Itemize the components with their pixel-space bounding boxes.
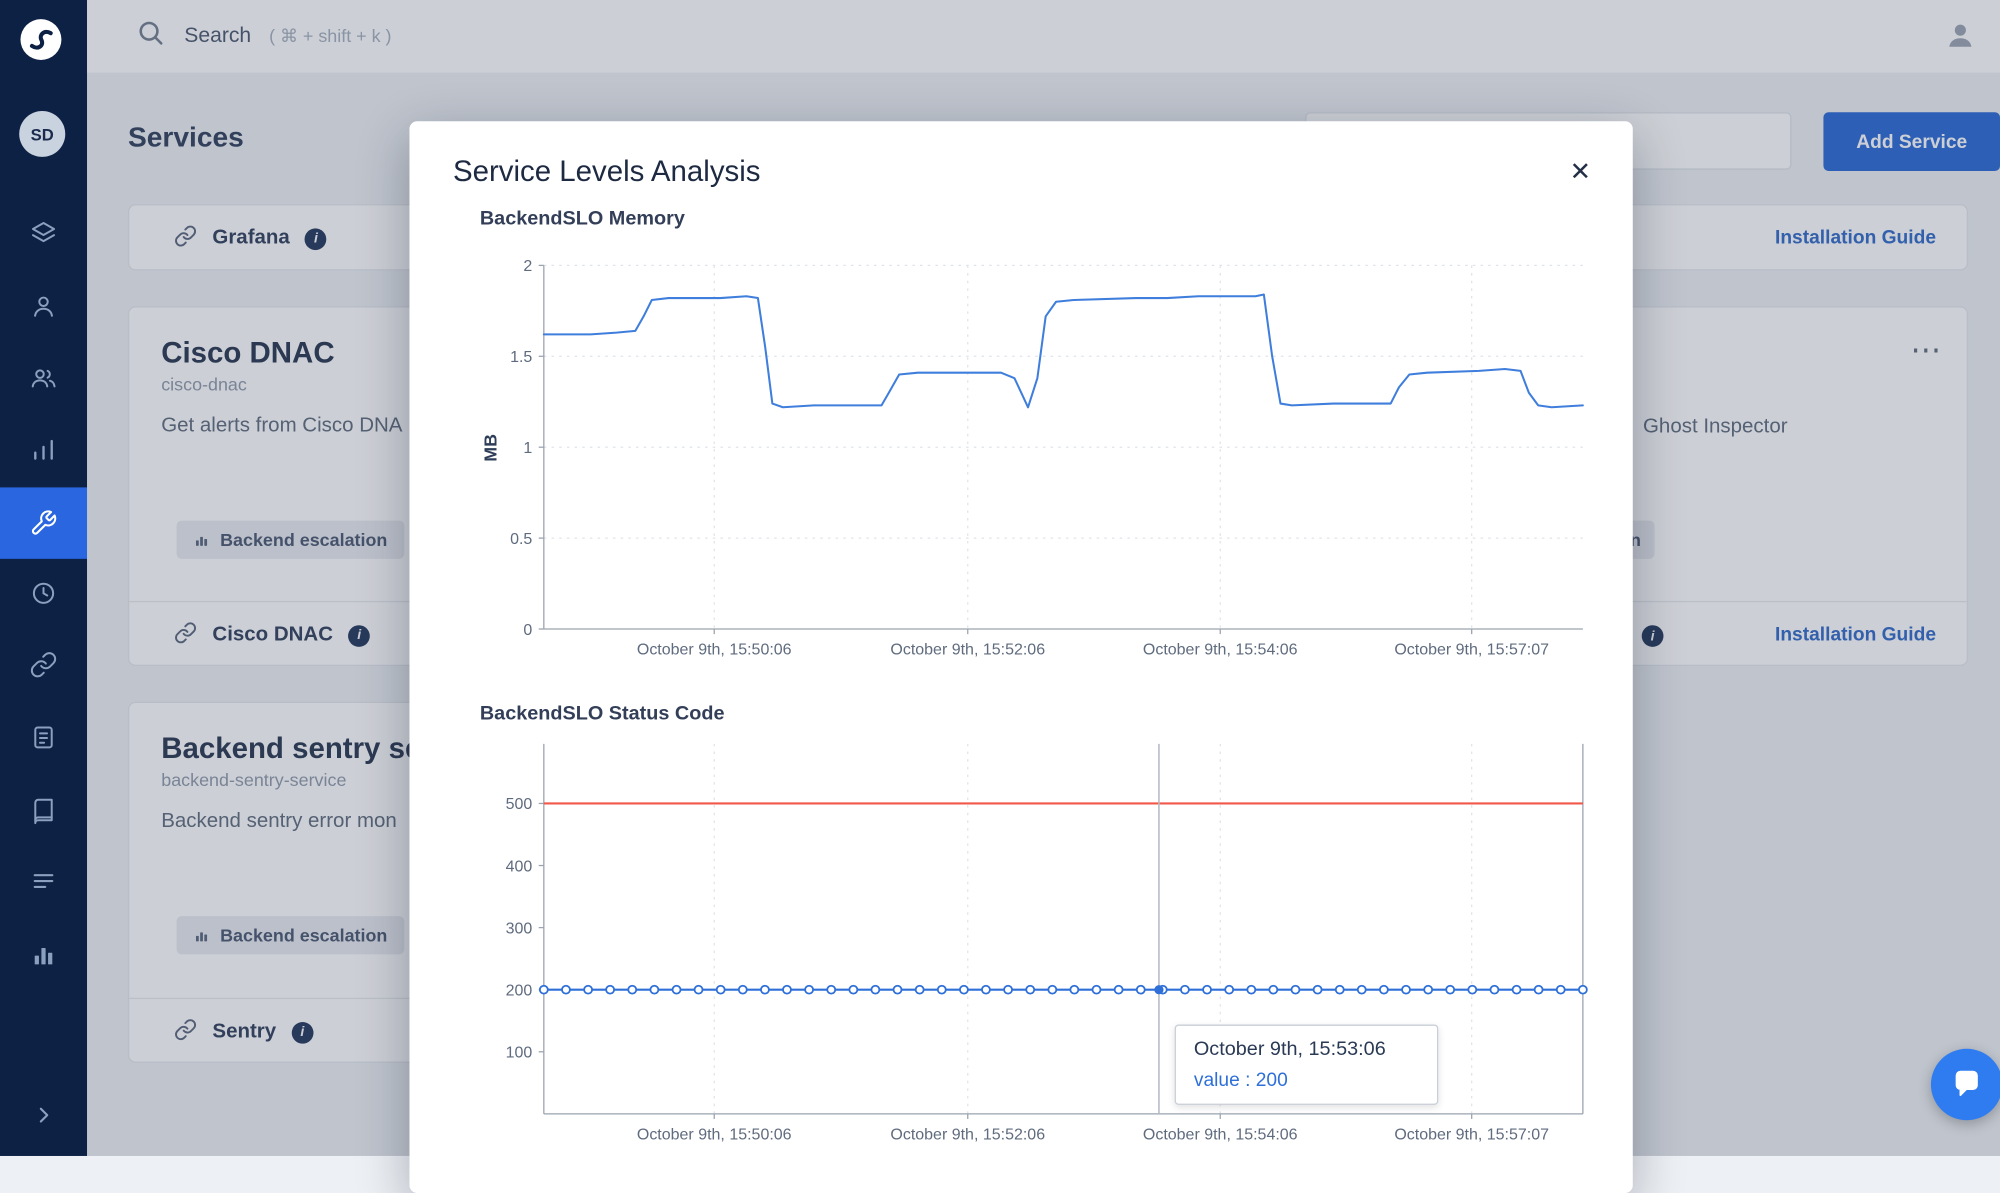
book-icon <box>34 798 53 825</box>
installation-guide-link[interactable]: Installation Guide <box>1774 623 1937 646</box>
svg-text:300: 300 <box>506 920 533 937</box>
status-chart-title: BackendSLO Status Code <box>479 703 725 725</box>
sidebar-collapse-toggle[interactable] <box>0 1085 87 1146</box>
close-icon[interactable]: ✕ <box>1561 152 1599 190</box>
svg-text:1.5: 1.5 <box>510 349 532 366</box>
signal-bars-icon <box>34 439 53 460</box>
list-icon <box>33 874 54 888</box>
escalation-icon <box>195 536 208 546</box>
integration-link-icon <box>174 1018 197 1047</box>
sidebar-item-services[interactable] <box>0 487 88 559</box>
svg-text:MB: MB <box>480 434 500 462</box>
sidebar-item-profile[interactable] <box>0 276 87 337</box>
escalation-tag[interactable]: Backend escalation <box>176 520 405 559</box>
sidebar: SD <box>0 0 88 1156</box>
svg-text:0.5: 0.5 <box>510 531 532 548</box>
squadcast-logo[interactable] <box>18 17 64 69</box>
svg-text:October 9th, 15:50:06: October 9th, 15:50:06 <box>637 642 792 659</box>
info-icon[interactable] <box>305 227 327 250</box>
sidebar-item-statuspage[interactable] <box>0 707 87 768</box>
integration-row: Grafana <box>129 205 965 271</box>
link-icon <box>30 652 57 678</box>
top-bar: Search ( ⌘ + shift + k ) <box>87 0 2000 73</box>
clock-icon <box>32 582 55 604</box>
kebab-menu-icon[interactable]: ⋯ <box>1910 333 1944 368</box>
status-code-chart[interactable]: October 9th, 15:50:06 October 9th, 15:52:… <box>480 731 1606 1158</box>
service-description: Get alerts from Cisco DNA <box>161 414 403 437</box>
add-service-button[interactable]: Add Service <box>1823 112 2000 171</box>
sidebar-item-teams[interactable] <box>0 347 87 408</box>
chart-tooltip: October 9th, 15:53:06 value : 200 <box>1174 1024 1439 1105</box>
svg-text:200: 200 <box>506 982 533 999</box>
svg-text:October 9th, 15:52:06: October 9th, 15:52:06 <box>890 642 1045 659</box>
sidebar-item-postmortems[interactable] <box>0 851 87 912</box>
tag-label: Backend escalation <box>220 529 388 550</box>
service-title: Cisco DNAC <box>161 335 335 369</box>
svg-text:500: 500 <box>506 796 533 813</box>
search-shortcut: ( ⌘ + shift + k ) <box>269 25 392 46</box>
memory-chart[interactable]: October 9th, 15:50:06 October 9th, 15:52:… <box>480 233 1606 660</box>
sidebar-item-squads[interactable] <box>0 203 87 264</box>
escalation-tag[interactable]: Backend escalation <box>176 916 405 955</box>
tooltip-timestamp: October 9th, 15:53:06 <box>1193 1038 1386 1061</box>
wrench-icon <box>31 510 57 535</box>
info-icon[interactable] <box>348 624 371 647</box>
tooltip-value: value : 200 <box>1193 1069 1288 1091</box>
service-levels-modal: Service Levels Analysis ✕ BackendSLO Mem… <box>409 121 1633 1193</box>
info-icon[interactable] <box>291 1021 314 1044</box>
integration-link-icon <box>174 224 197 253</box>
sidebar-item-escalation[interactable] <box>0 420 87 481</box>
svg-text:0: 0 <box>523 622 532 639</box>
user-icon[interactable] <box>1944 19 1977 59</box>
search-label: Search <box>184 24 252 48</box>
memory-chart-title: BackendSLO Memory <box>479 207 685 230</box>
svg-text:100: 100 <box>506 1045 533 1062</box>
svg-text:October 9th, 15:52:06: October 9th, 15:52:06 <box>890 1126 1045 1143</box>
layers-icon <box>31 221 56 243</box>
chat-launcher-button[interactable] <box>1930 1048 2000 1121</box>
info-icon[interactable] <box>1641 625 1664 647</box>
service-title: Backend sentry se <box>161 731 422 765</box>
chevron-right-icon <box>39 1107 49 1123</box>
integration-name: Sentry <box>212 1020 277 1043</box>
svg-text:October 9th, 15:54:06: October 9th, 15:54:06 <box>1143 642 1298 659</box>
svg-text:October 9th, 15:54:06: October 9th, 15:54:06 <box>1143 1126 1298 1143</box>
integration-link-icon <box>174 621 197 650</box>
service-slug: backend-sentry-service <box>161 769 347 790</box>
page-title: Services <box>127 121 244 154</box>
chat-bubble-icon <box>1955 1070 1978 1097</box>
integration-name: Cisco DNAC <box>212 623 333 646</box>
sidebar-item-schedules[interactable] <box>0 563 87 624</box>
svg-text:October 9th, 15:50:06: October 9th, 15:50:06 <box>637 1126 792 1143</box>
svg-text:1: 1 <box>523 440 532 457</box>
escalation-icon <box>195 931 208 941</box>
users-icon <box>31 369 56 388</box>
svg-text:October 9th, 15:57:07: October 9th, 15:57:07 <box>1394 642 1549 659</box>
sidebar-item-integrations[interactable] <box>0 634 87 695</box>
app-root: Search ( ⌘ + shift + k ) Services Add Se… <box>0 0 2000 1156</box>
global-search[interactable]: Search ( ⌘ + shift + k ) <box>136 18 392 55</box>
service-description: Ghost Inspector <box>1643 415 1788 438</box>
avatar[interactable]: SD <box>19 111 66 157</box>
bar-chart-icon <box>34 948 53 965</box>
tag-label: Backend escalation <box>220 925 388 946</box>
installation-guide-link[interactable]: Installation Guide <box>1774 227 1937 249</box>
user-icon <box>34 296 53 317</box>
sidebar-item-runbooks[interactable] <box>0 781 87 842</box>
sidebar-item-analytics[interactable] <box>0 925 87 986</box>
svg-text:2: 2 <box>523 258 532 275</box>
svg-text:October 9th, 15:57:07: October 9th, 15:57:07 <box>1394 1126 1549 1143</box>
modal-title: Service Levels Analysis <box>452 154 761 188</box>
svg-text:400: 400 <box>506 858 533 875</box>
integration-name: Grafana <box>212 227 290 249</box>
document-icon <box>34 726 53 749</box>
search-icon <box>136 18 167 55</box>
service-description: Backend sentry error mon <box>161 810 397 832</box>
service-slug: cisco-dnac <box>161 373 247 395</box>
